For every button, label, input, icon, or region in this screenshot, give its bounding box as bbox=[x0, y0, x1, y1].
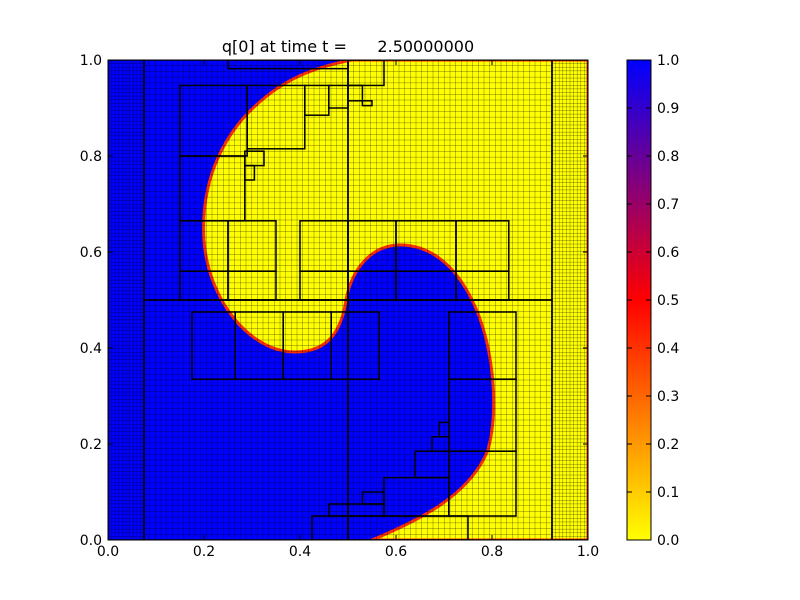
amr-fine-patch bbox=[347, 60, 385, 87]
chart-title: q[0] at time t = 2.50000000 bbox=[222, 37, 474, 56]
colorbar-tick-label: 1.0 bbox=[657, 53, 679, 69]
x-tick-label: 0.8 bbox=[481, 544, 503, 560]
colorbar-tick-label: 0.8 bbox=[657, 149, 679, 165]
y-tick-label: 0.6 bbox=[80, 245, 102, 261]
amr-fine-patch bbox=[347, 515, 469, 540]
colorbar-tick-label: 0.9 bbox=[657, 101, 679, 117]
amr-cell-lines bbox=[108, 60, 144, 540]
heatmap-plot-area bbox=[107, 59, 589, 541]
amr-fine-patch bbox=[246, 84, 306, 150]
colorbar-tick-label: 0.3 bbox=[657, 389, 679, 405]
x-axis: 0.0 0.2 0.4 0.6 0.8 1.0 bbox=[97, 544, 599, 560]
amr-fine-patches bbox=[179, 60, 517, 540]
colorbar-tick-label: 0.6 bbox=[657, 245, 679, 261]
amr-cell-lines bbox=[144, 300, 348, 540]
amr-cell-lines bbox=[348, 60, 552, 300]
amr-fine-patch bbox=[455, 270, 510, 301]
amr-fine-patch bbox=[438, 421, 450, 438]
amr-patch-border bbox=[551, 60, 588, 540]
amr-cell-lines bbox=[348, 300, 552, 540]
colorbar-tick-label: 0.2 bbox=[657, 437, 679, 453]
amr-fine-patch bbox=[347, 84, 364, 102]
colorbar-tick-label: 0.7 bbox=[657, 197, 679, 213]
y-tick-label: 1.0 bbox=[80, 53, 102, 69]
y-tick-label: 0.0 bbox=[80, 533, 102, 549]
y-tick-label: 0.8 bbox=[80, 149, 102, 165]
colorbar-ticks: 0.0 0.1 0.2 0.3 0.4 0.5 0.6 0.7 0.8 0.9 1.0 bbox=[627, 53, 679, 549]
amr-fine-patch bbox=[361, 100, 373, 107]
colorbar-tick-label: 0.5 bbox=[657, 293, 679, 309]
y-axis: 0.0 0.2 0.4 0.6 0.8 1.0 bbox=[80, 53, 102, 549]
amr-fine-patch bbox=[227, 270, 277, 301]
amr-cell-lines bbox=[552, 60, 588, 540]
amr-grid bbox=[108, 60, 588, 540]
amr-fine-patch bbox=[330, 311, 380, 380]
y-tick-label: 0.2 bbox=[80, 437, 102, 453]
x-tick-label: 0.0 bbox=[97, 544, 119, 560]
x-tick-label: 1.0 bbox=[577, 544, 599, 560]
colorbar-tick-label: 0.0 bbox=[657, 533, 679, 549]
x-tick-label: 0.4 bbox=[289, 544, 311, 560]
amr-fine-patch bbox=[244, 164, 256, 181]
plot-frame bbox=[107, 59, 589, 541]
colorbar: 0.0 0.1 0.2 0.3 0.4 0.5 0.6 0.7 0.8 0.9 1.0 bbox=[626, 53, 679, 549]
x-tick-label: 0.2 bbox=[193, 544, 215, 560]
x-tick-label: 0.6 bbox=[385, 544, 407, 560]
colorbar-tick-label: 0.4 bbox=[657, 341, 679, 357]
y-tick-label: 0.4 bbox=[80, 341, 102, 357]
colorbar-tick-label: 0.1 bbox=[657, 485, 679, 501]
